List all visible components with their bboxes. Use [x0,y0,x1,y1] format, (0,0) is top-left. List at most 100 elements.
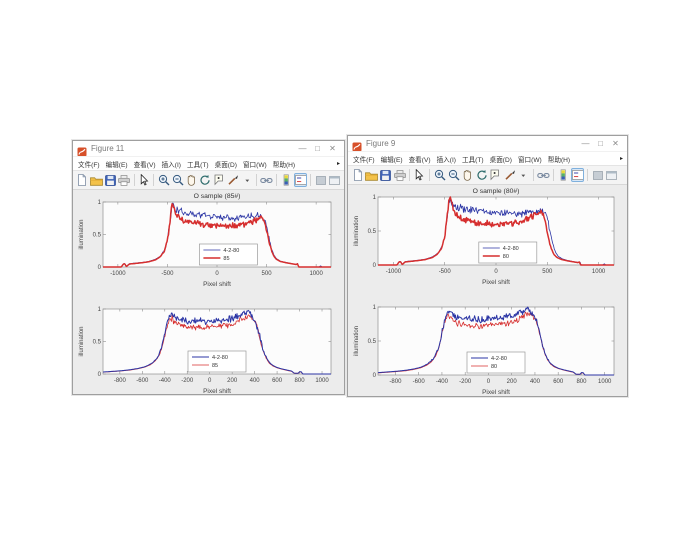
menu-item-3[interactable]: 插入(I) [436,156,456,164]
svg-text:85: 85 [223,256,229,262]
zoom-out-icon[interactable] [171,173,184,187]
new-file-icon[interactable] [351,168,364,182]
zoom-out-icon[interactable] [447,168,460,182]
undock-figure-icon[interactable] [605,168,618,182]
svg-text:-800: -800 [389,379,402,385]
title-bar[interactable]: Figure 11 — □ ✕ [73,141,344,156]
dropdown-caret-icon[interactable] [241,173,254,187]
maximize-button[interactable]: □ [315,144,320,153]
rotate-3d-icon[interactable] [475,168,488,182]
toolbar-separator [409,169,410,181]
brush-icon[interactable] [503,168,516,182]
svg-text:1: 1 [98,200,102,206]
svg-text:4-2-80: 4-2-80 [212,355,228,361]
minimize-button[interactable]: — [581,139,590,148]
title-bar[interactable]: Figure 9 — □ ✕ [348,136,627,151]
menu-item-7[interactable]: 帮助(H) [272,161,296,169]
menu-item-2[interactable]: 查看(V) [133,161,156,169]
figure-window-11: Figure 11 — □ ✕ 文件(F) 编辑(E) 查看(V) 插入(I) 工具(T… [72,140,345,395]
new-file-icon[interactable] [76,173,89,187]
data-cursor-icon[interactable] [213,173,226,187]
print-icon[interactable] [118,173,131,187]
menu-item-4[interactable]: 工具(T) [462,156,484,164]
svg-text:600: 600 [553,379,564,385]
link-plot-icon[interactable] [260,173,274,187]
menu-item-3[interactable]: 插入(I) [161,161,181,169]
insert-legend-icon[interactable] [294,173,308,187]
window-title: Figure 9 [366,139,396,148]
svg-text:1: 1 [373,305,377,311]
menu-item-6[interactable]: 窗口(W) [242,161,267,169]
menu-item-1[interactable]: 编辑(E) [380,156,403,164]
svg-text:0: 0 [98,372,102,378]
rotate-3d-icon[interactable] [199,173,212,187]
close-button[interactable]: ✕ [329,144,336,153]
menu-item-6[interactable]: 窗口(W) [517,156,542,164]
brush-icon[interactable] [227,173,240,187]
menu-bar: 文件(F) 编辑(E) 查看(V) 插入(I) 工具(T) 桌面(D) 窗口(W) 帮助(H)… [73,156,344,170]
svg-text:-500: -500 [439,269,452,275]
svg-text:200: 200 [507,379,518,385]
toolbar-separator [533,169,534,181]
maximize-button[interactable]: □ [598,139,603,148]
dock-figure-icon[interactable] [314,173,327,187]
toolbar-separator [310,174,312,186]
open-folder-icon[interactable] [365,168,378,182]
toolbar-separator [429,169,430,181]
undock-figure-icon[interactable] [328,173,341,187]
svg-text:Pixel shift: Pixel shift [203,388,231,394]
menu-item-7[interactable]: 帮助(H) [547,156,571,164]
svg-text:800: 800 [576,379,587,385]
menu-item-4[interactable]: 工具(T) [187,161,209,169]
chart-O sample (80#): -1000 -500 0 500 1000 0 0.5 1 illumination Pixel … [354,188,615,286]
data-cursor-icon[interactable] [489,168,502,182]
window-title: Figure 11 [91,144,125,153]
zoom-in-icon[interactable] [433,168,446,182]
menu-item-0[interactable]: 文件(F) [78,161,100,169]
svg-text:-200: -200 [181,378,194,384]
edit-cursor-icon[interactable] [413,168,426,182]
insert-colorbar-icon[interactable] [557,168,570,182]
figure9-top-subplot: -1000 -500 0 500 1000 0 0.5 1 illumination Pixel … [348,185,627,295]
insert-colorbar-icon[interactable] [280,173,293,187]
svg-text:O sample (85#): O sample (85#) [194,193,241,200]
menu-overflow-icon[interactable]: ▸ [619,156,623,162]
toolbar-separator [587,169,588,181]
svg-text:Pixel shift: Pixel shift [203,281,231,288]
edit-cursor-icon[interactable] [138,173,151,187]
toolbar-separator [133,174,135,186]
svg-text:500: 500 [262,271,273,277]
pan-icon[interactable] [185,173,198,187]
open-folder-icon[interactable] [89,173,103,187]
menu-bar: 文件(F) 编辑(E) 查看(V) 插入(I) 工具(T) 桌面(D) 窗口(W) 帮助(H)… [348,151,627,165]
figure11-bottom-subplot: -800 -600 -400 -200 0 200 400 600 800 1000 0 0.5 1 il… [73,297,344,394]
menu-item-5[interactable]: 桌面(D) [489,156,512,164]
menu-item-1[interactable]: 编辑(E) [105,161,128,169]
save-icon[interactable] [104,173,117,187]
close-button[interactable]: ✕ [612,139,619,148]
svg-text:600: 600 [272,378,283,384]
zoom-in-icon[interactable] [157,173,170,187]
menu-overflow-icon[interactable]: ▸ [336,161,340,167]
link-plot-icon[interactable] [537,168,550,182]
menu-item-5[interactable]: 桌面(D) [214,161,237,169]
save-icon[interactable] [379,168,392,182]
svg-text:200: 200 [227,378,238,384]
menu-item-2[interactable]: 查看(V) [408,156,431,164]
insert-legend-icon[interactable] [571,168,584,182]
pan-icon[interactable] [461,168,474,182]
figure-window-9: Figure 9 — □ ✕ 文件(F) 编辑(E) 查看(V) 插入(I) 工具(T)… [347,135,628,397]
svg-text:0: 0 [487,379,491,385]
svg-text:-400: -400 [436,379,449,385]
svg-text:0: 0 [215,271,219,277]
dropdown-caret-icon[interactable] [517,168,530,182]
minimize-button[interactable]: — [298,144,307,153]
dock-figure-icon[interactable] [591,168,604,182]
svg-text:400: 400 [530,379,541,385]
svg-text:80: 80 [491,364,497,370]
menu-item-0[interactable]: 文件(F) [353,156,375,164]
print-icon[interactable] [393,168,406,182]
figure9-bottom-subplot: -800 -600 -400 -200 0 200 400 600 800 1000 0 0.5 1 il… [348,295,627,396]
svg-text:-1000: -1000 [110,271,126,277]
